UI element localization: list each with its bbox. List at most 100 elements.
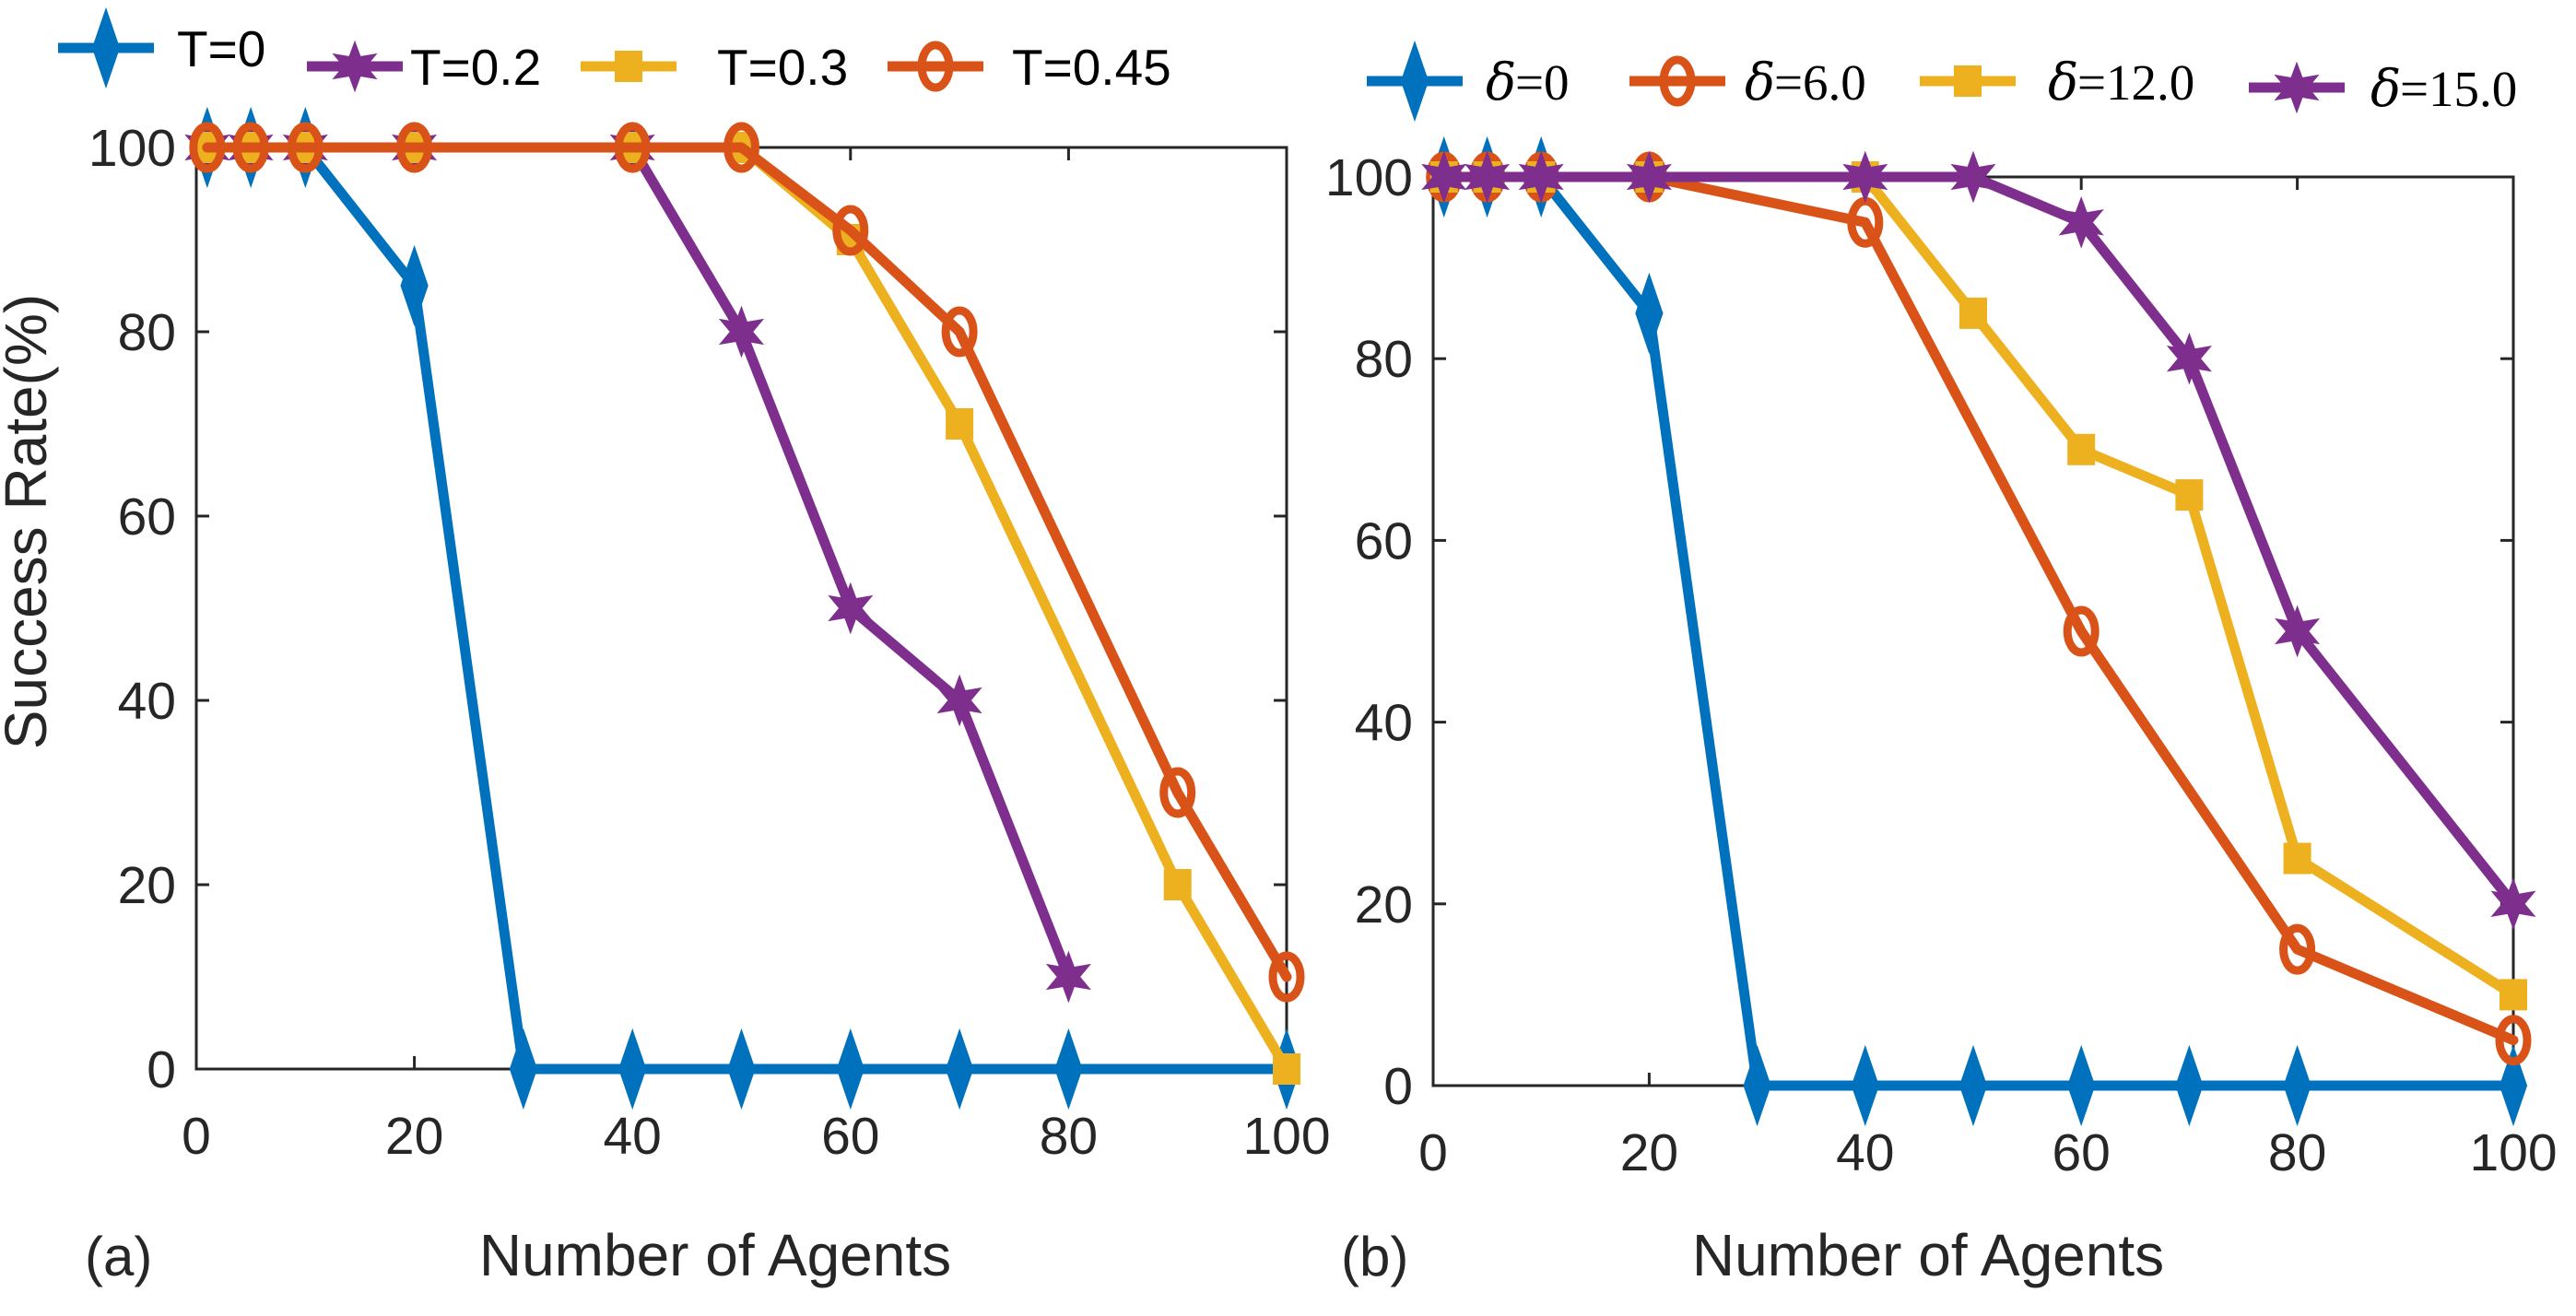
series-a-2-point: [946, 408, 974, 440]
series-a-2-point: [1273, 1053, 1300, 1085]
legend-entry-d6: δ =6.0: [1629, 53, 1866, 112]
series-a-1-point-shape: [718, 305, 765, 358]
series-a-1-point-shape: [828, 582, 874, 635]
legend-symbol-d0: δ: [1486, 53, 1516, 112]
series-a-0-point-shape: [727, 1028, 756, 1110]
series-b-1-point: [2279, 923, 2316, 975]
legend-marker-shape: [91, 6, 121, 89]
series-a-0-point-shape: [618, 1028, 647, 1110]
series-a-3-point-shape: [1268, 951, 1305, 1003]
series-b-0-point-shape: [1851, 1044, 1879, 1127]
legend-marker: [2274, 61, 2320, 114]
series-a-3-point-shape: [396, 122, 433, 173]
series-a-0-point-shape: [1054, 1028, 1083, 1110]
x-axis-label-b: Number of Agents: [1692, 1222, 2164, 1288]
x-tick-label: 0: [1418, 1123, 1448, 1182]
series-b-2-point-shape: [1959, 297, 1987, 329]
x-tick-label: 40: [603, 1107, 661, 1166]
series-a-0-point-shape: [400, 244, 429, 327]
series-b-3-point-shape: [2058, 195, 2104, 249]
series-b-0-point-shape: [1958, 1044, 1988, 1127]
series-b-3-point-shape: [1464, 150, 1511, 204]
series-a-3-point: [287, 122, 323, 173]
series-b-1-point-shape: [2063, 605, 2100, 657]
series-b-3-line: [1439, 171, 2519, 910]
legend-entry-t03: T=0.3: [581, 39, 848, 96]
legend-sample: [581, 51, 676, 82]
x-tick-label: 100: [2469, 1123, 2557, 1182]
series-a-0-point-shape: [509, 1028, 538, 1110]
series-b-3-point-shape: [2490, 877, 2536, 931]
y-tick-label: 20: [118, 856, 176, 915]
series-a-0-point: [400, 244, 429, 327]
x-tick-label: 20: [1620, 1123, 1678, 1182]
legend-sample: [1629, 55, 1725, 107]
series-a-0-point: [727, 1028, 756, 1110]
series-a-0-point: [1054, 1028, 1083, 1110]
series-a-3-line: [202, 142, 1292, 982]
series-a-2-point-shape: [1273, 1053, 1300, 1085]
legend-value-d12: =12.0: [2077, 54, 2194, 111]
series-b-3-point: [1421, 150, 1467, 204]
legend-sample: [2249, 61, 2345, 114]
x-tick-label: 80: [1040, 1107, 1098, 1166]
series-a-1-point: [828, 582, 874, 635]
series-a-3-point: [232, 122, 269, 173]
series-a-3-point: [941, 306, 978, 358]
panel-label-a: (a): [85, 1226, 152, 1287]
series-group-b: [1421, 135, 2536, 1127]
series-b-0-point: [1958, 1044, 1988, 1127]
series-a-3-point-shape: [832, 205, 869, 256]
legend-sample: [888, 41, 983, 92]
y-tick-label: 40: [118, 672, 176, 731]
series-b-3-point: [2166, 332, 2212, 385]
series-b-0-point-shape: [2283, 1044, 2311, 1127]
series-b-3-point: [2490, 877, 2536, 931]
series-b-3-point-shape: [2166, 332, 2212, 385]
legend-marker: [917, 41, 954, 92]
series-a-1-point: [936, 674, 982, 727]
series-b-2-point-shape: [2283, 842, 2311, 875]
legend-value-d15: =15.0: [2400, 61, 2517, 117]
legend-label-t03: T=0.3: [717, 39, 848, 96]
legend-symbol-d15: δ: [2370, 59, 2401, 118]
series-a-3-point: [396, 122, 433, 173]
series-a-3: [189, 122, 1305, 1003]
legend-marker-shape: [917, 41, 954, 92]
series-a-0-point-shape: [945, 1028, 974, 1110]
legend-entry-t02: T=0.2: [307, 39, 541, 96]
legend-marker-shape: [1954, 65, 1982, 97]
legend-label-t045: T=0.45: [1012, 39, 1171, 96]
series-b-3-point-shape: [2275, 605, 2321, 658]
series-b-0-point-shape: [2067, 1044, 2096, 1127]
chart-panel-b: 0 20 40 60 80 100 0 20 40 60 80 100 Number of Agent…: [1325, 40, 2558, 1288]
y-tick-label: 60: [1355, 511, 1413, 570]
series-b-2-point: [2067, 433, 2096, 465]
series-a-3-point: [1159, 767, 1196, 818]
ticks-b: 0 20 40 60 80 100 0 20 40 60 80 100: [1325, 148, 2558, 1182]
series-a-1-point: [718, 305, 765, 358]
series-b-3-point: [1842, 150, 1888, 204]
y-tick-label: 60: [118, 488, 176, 546]
series-b-0-point: [1851, 1044, 1879, 1127]
legend-entry-t045: T=0.45: [888, 39, 1171, 96]
legend-sample: [58, 6, 154, 89]
legend-value-d0: =0: [1515, 54, 1570, 111]
series-b-0-point: [1743, 1044, 1771, 1127]
series-b-3-point: [2058, 195, 2104, 249]
series-a-2-point-shape: [946, 408, 974, 440]
series-a-3-point: [189, 122, 226, 173]
legend-marker: [615, 51, 642, 82]
y-tick-label: 0: [147, 1040, 176, 1099]
series-a-3-point-shape: [941, 306, 978, 358]
series-a-1-point-shape: [1045, 950, 1091, 1004]
panel-label-b: (b): [1341, 1226, 1408, 1287]
series-a-0-point: [618, 1028, 647, 1110]
series-a-3-point-shape: [723, 122, 759, 173]
series-b-3-point: [1626, 150, 1672, 204]
x-tick-label: 60: [821, 1107, 879, 1166]
series-a-3-point-shape: [232, 122, 269, 173]
series-b-2-point-shape: [2175, 479, 2204, 511]
series-a-1-point-shape: [936, 674, 982, 727]
